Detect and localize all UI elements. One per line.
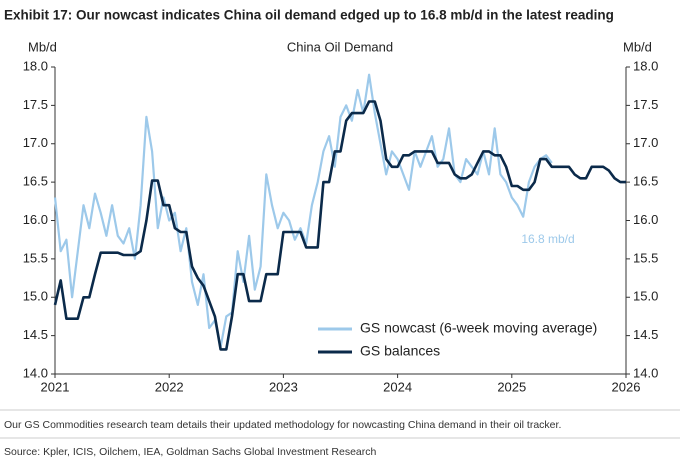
y-axis-label: Mb/d: [28, 39, 57, 54]
x-tick-label: 2024: [383, 379, 412, 394]
source: Source: Kpler, ICIS, Oilchem, IEA, Goldm…: [4, 446, 376, 458]
chart-title: Exhibit 17: Our nowcast indicates China …: [4, 8, 614, 23]
series-line: [53, 73, 553, 349]
y-tick-label: 16.5: [23, 174, 48, 189]
y2-tick-label: 17.5: [633, 97, 658, 112]
y-tick-label: 14.0: [23, 365, 48, 380]
y-tick-label: 16.0: [23, 212, 48, 227]
x-tick-label: 2021: [41, 379, 70, 394]
y-tick-label: 17.0: [23, 135, 48, 150]
y-tick-label: 14.5: [23, 327, 48, 342]
annotation: 16.8 mb/d: [521, 232, 574, 246]
legend-label: GS nowcast (6-week moving average): [360, 320, 597, 336]
legend-label: GS balances: [360, 343, 440, 359]
x-tick-label: 2023: [269, 379, 298, 394]
note: Our GS Commodities research team details…: [4, 419, 561, 431]
y-tick-label: 15.0: [23, 289, 48, 304]
y2-tick-label: 17.0: [633, 135, 658, 150]
y-tick-label: 15.5: [23, 250, 48, 265]
y2-tick-label: 16.5: [633, 174, 658, 189]
y-tick-label: 17.5: [23, 97, 48, 112]
y2-axis-label: Mb/d: [623, 39, 652, 54]
y-tick-label: 18.0: [23, 58, 48, 73]
y2-tick-label: 14.0: [633, 365, 658, 380]
x-tick-label: 2025: [497, 379, 526, 394]
y2-tick-label: 18.0: [633, 58, 658, 73]
chart-subtitle: China Oil Demand: [287, 39, 393, 54]
x-tick-label: 2022: [155, 379, 184, 394]
y2-tick-label: 15.0: [633, 289, 658, 304]
x-tick-label: 2026: [612, 379, 641, 394]
series-line: [53, 100, 626, 351]
y2-tick-label: 16.0: [633, 212, 658, 227]
y2-tick-label: 14.5: [633, 327, 658, 342]
y2-tick-label: 15.5: [633, 250, 658, 265]
